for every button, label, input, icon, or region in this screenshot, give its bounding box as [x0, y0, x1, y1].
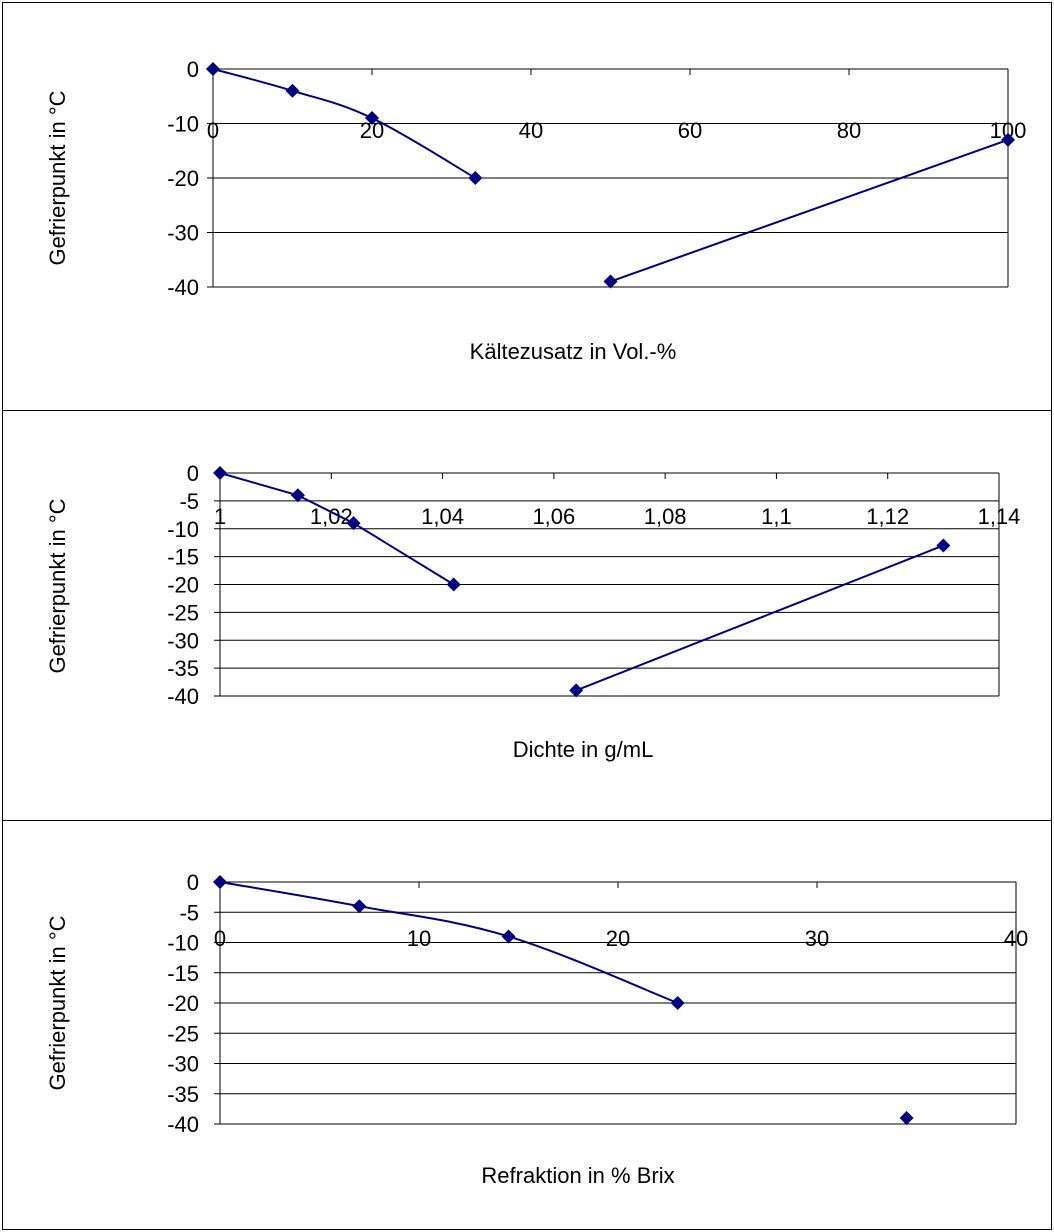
series-line	[219, 881, 679, 1004]
chart-panel-freezing-vs-additive: 0 -10 -20 -30 -40 0 20 40 60 80 100 Gefrierpunkt in…	[2, 2, 1052, 412]
y-tick-label: -25	[167, 600, 199, 625]
x-tick-label: 40	[519, 118, 543, 143]
y-tick-label: -5	[179, 489, 199, 514]
y-tick-label: -40	[167, 1112, 199, 1137]
data-point-marker	[468, 171, 483, 185]
x-tick-label: 40	[1004, 926, 1028, 951]
series-line	[219, 472, 455, 586]
y-tick-label: -35	[167, 1082, 199, 1107]
x-axis-title: Kältezusatz in Vol.-%	[470, 339, 677, 364]
data-point-marker	[1001, 132, 1015, 147]
y-tick-label: -35	[167, 656, 199, 681]
data-point-marker	[213, 466, 227, 480]
x-tick-label: 1,04	[421, 504, 464, 529]
y-axis-title: Gefrierpunkt in °C	[45, 90, 70, 265]
data-point-marker	[899, 1110, 914, 1125]
data-point-marker	[501, 929, 516, 944]
y-tick-label: -30	[167, 1052, 199, 1077]
y-tick-label: -15	[167, 545, 199, 570]
chart-svg: 0 -5 -10 -15 -20 -25 -30 -35 -40 0 10 20 30 40 Gefrier…	[45, 870, 1028, 1188]
y-tick-label: -10	[167, 112, 199, 137]
x-tick-label: 1	[214, 504, 226, 529]
x-tick-label: 30	[805, 926, 829, 951]
data-point-marker	[346, 516, 361, 531]
x-tick-label: 10	[407, 926, 431, 951]
x-tick-label: 1,14	[978, 504, 1021, 529]
data-point-marker	[352, 899, 367, 914]
x-tick-label: 1,08	[644, 504, 687, 529]
series-line	[575, 544, 944, 692]
y-axis-title: Gefrierpunkt in °C	[45, 915, 70, 1090]
x-tick-label: 0	[214, 926, 226, 951]
data-point-marker	[670, 996, 685, 1010]
data-point-marker	[936, 538, 951, 553]
data-point-marker	[206, 62, 220, 76]
y-tick-label: -30	[167, 628, 199, 653]
x-tick-label: 1,12	[866, 504, 909, 529]
x-tick-label: 0	[207, 118, 219, 143]
y-tick-label: -10	[167, 931, 199, 956]
y-tick-label: 0	[187, 57, 199, 82]
y-tick-label: -10	[167, 517, 199, 542]
data-point-marker	[290, 488, 305, 503]
chart-panel-freezing-vs-refraction: 0 -5 -10 -15 -20 -25 -30 -35 -40 0 10 20 30 40 Gefrier…	[2, 820, 1052, 1230]
y-tick-label: -20	[167, 166, 199, 191]
data-point-marker	[446, 577, 461, 592]
y-tick-label: -40	[167, 275, 199, 300]
y-tick-label: -20	[167, 573, 199, 598]
data-point-marker	[603, 274, 618, 289]
data-point-marker	[285, 83, 300, 98]
x-tick-label: 1,06	[532, 504, 575, 529]
y-tick-label: -40	[167, 684, 199, 709]
x-tick-label: 1,02	[310, 504, 353, 529]
x-tick-label: 80	[837, 118, 861, 143]
x-tick-label: 60	[678, 118, 702, 143]
y-tick-label: -15	[167, 961, 199, 986]
x-tick-label: 1,1	[761, 504, 792, 529]
y-tick-label: 0	[187, 461, 199, 486]
series-line	[212, 68, 476, 179]
data-point-marker	[213, 875, 227, 889]
x-tick-label: 20	[606, 926, 630, 951]
y-axis-title: Gefrierpunkt in °C	[45, 498, 70, 673]
series-line	[610, 138, 1009, 283]
y-tick-label: 0	[187, 870, 199, 895]
data-point-marker	[365, 111, 379, 126]
y-tick-label: -5	[179, 900, 199, 925]
x-axis-title: Refraktion in % Brix	[481, 1163, 674, 1188]
data-point-marker	[569, 683, 584, 698]
y-tick-label: -30	[167, 221, 199, 246]
x-axis-title: Dichte in g/mL	[513, 737, 654, 762]
chart-panel-freezing-vs-density: 0 -5 -10 -15 -20 -25 -30 -35 -40 1 1,02 1,04 1,06 1,0…	[2, 410, 1052, 822]
y-tick-label: -25	[167, 1021, 199, 1046]
y-tick-label: -20	[167, 991, 199, 1016]
chart-svg: 0 -5 -10 -15 -20-25 -30 -35 -40 1 1,02 1,04 1,06 1,0…	[45, 461, 1021, 762]
